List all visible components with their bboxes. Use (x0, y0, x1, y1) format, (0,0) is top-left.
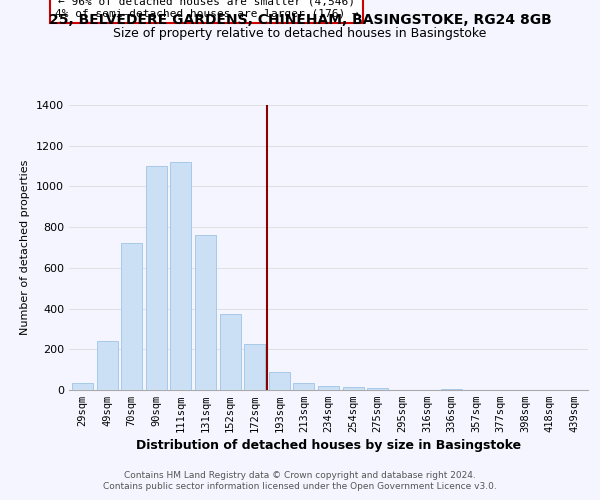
Bar (343, 387, 364, 390)
Bar (220, 314, 241, 390)
Bar (72, 383, 93, 390)
Bar (121, 244, 142, 390)
Bar (195, 236, 216, 390)
Bar (146, 166, 167, 390)
Bar (244, 344, 265, 390)
Bar (170, 162, 191, 390)
Bar (293, 384, 314, 390)
Bar (318, 386, 339, 390)
Text: 25, BELVEDERE GARDENS, CHINEHAM, BASINGSTOKE, RG24 8GB: 25, BELVEDERE GARDENS, CHINEHAM, BASINGS… (49, 12, 551, 26)
Bar (441, 389, 462, 390)
Bar (367, 388, 388, 390)
Bar (97, 341, 118, 390)
X-axis label: Distribution of detached houses by size in Basingstoke: Distribution of detached houses by size … (136, 440, 521, 452)
Text: Contains public sector information licensed under the Open Government Licence v3: Contains public sector information licen… (103, 482, 497, 491)
Text: 25 BELVEDERE GARDENS: 192sqm
← 96% of detached houses are smaller (4,546)
4% of : 25 BELVEDERE GARDENS: 192sqm ← 96% of de… (55, 0, 358, 18)
Bar (269, 372, 290, 390)
Y-axis label: Number of detached properties: Number of detached properties (20, 160, 31, 335)
Text: Contains HM Land Registry data © Crown copyright and database right 2024.: Contains HM Land Registry data © Crown c… (124, 471, 476, 480)
Text: Size of property relative to detached houses in Basingstoke: Size of property relative to detached ho… (113, 28, 487, 40)
